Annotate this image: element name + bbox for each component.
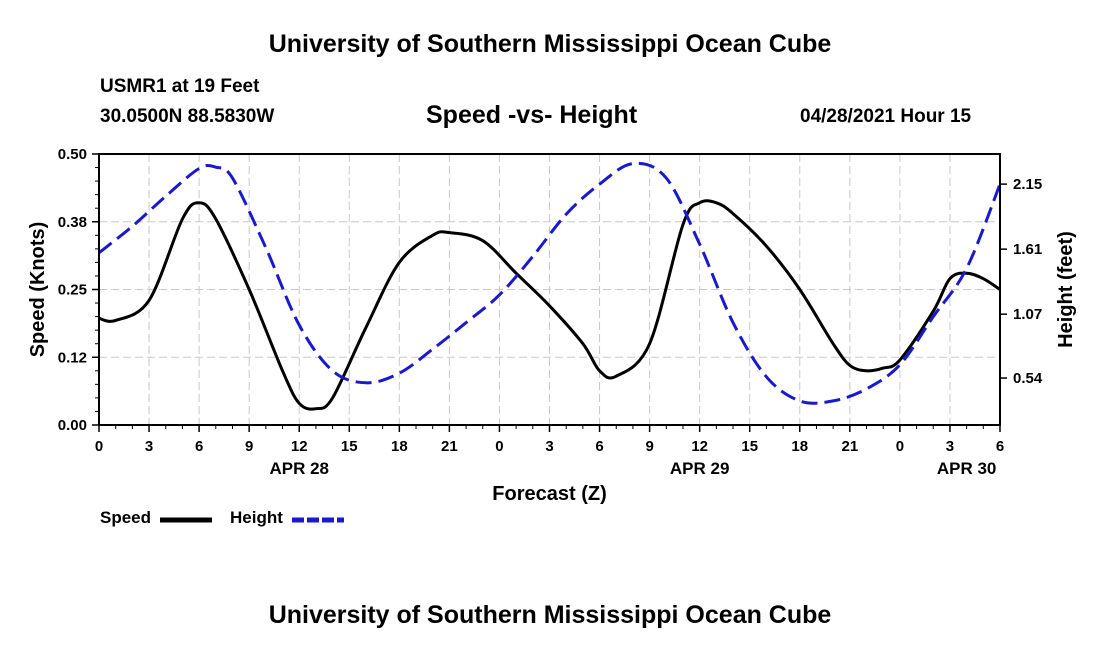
- x-tick-label: 15: [741, 438, 758, 455]
- y-axis-title: Speed (Knots): [27, 222, 49, 358]
- x-tick-label: 3: [946, 438, 954, 455]
- x-tick-label: 12: [691, 438, 708, 455]
- legend-height-label: Height: [230, 508, 283, 527]
- axes: 0 3 6 9 12 15 18 21 0 3 6 9 12 15 18 21 0 3 6 0.00 0.12 0.25 0…: [27, 146, 1077, 505]
- y2-tick-label: 1.61: [1013, 241, 1042, 258]
- y-tick-label: 0.38: [58, 214, 87, 231]
- legend-speed-swatch: [160, 517, 212, 523]
- x-tick-label: 0: [896, 438, 904, 455]
- x-tick-label: 3: [545, 438, 553, 455]
- x-tick-label: 18: [391, 438, 408, 455]
- top-title: University of Southern Mississippi Ocean…: [268, 30, 832, 58]
- y-tick-label: 0.50: [58, 146, 87, 163]
- y-tick-label: 0.00: [58, 417, 87, 434]
- coordinates-label: 30.0500N 88.5830W: [100, 106, 275, 127]
- x-tick-label: 21: [841, 438, 858, 455]
- x-tick-label: 6: [195, 438, 203, 455]
- date-label: APR 28: [269, 459, 329, 478]
- y-tick-label: 0.12: [58, 349, 87, 366]
- legend-speed-label: Speed: [100, 508, 152, 527]
- x-tick-label: 18: [791, 438, 808, 455]
- y2-tick-label: 1.07: [1013, 306, 1042, 323]
- x-tick-label: 3: [145, 438, 153, 455]
- y2-tick-label: 2.15: [1013, 176, 1042, 193]
- date-label: APR 29: [670, 459, 730, 478]
- speed-series-line: [99, 199, 1000, 411]
- x-tick-label: 6: [595, 438, 603, 455]
- x-tick-label: 0: [95, 438, 103, 455]
- datetime-label: 04/28/2021 Hour 15: [800, 106, 972, 127]
- station-label: USMR1 at 19 Feet: [100, 76, 260, 97]
- y2-tick-label: 0.54: [1013, 370, 1043, 387]
- x-tick-label: 9: [245, 438, 253, 455]
- height-series-line: [99, 161, 1000, 405]
- x-tick-label: 6: [996, 438, 1004, 455]
- x-tick-label: 21: [441, 438, 458, 455]
- date-label: APR 30: [937, 459, 997, 478]
- x-axis-title: Forecast (Z): [492, 483, 606, 505]
- speed-height-chart: 0 3 6 9 12 15 18 21 0 3 6 9 12 15 18 21 0 3 6 0.00 0.12 0.25 0…: [27, 146, 1077, 505]
- chart-title: Speed -vs- Height: [426, 101, 638, 129]
- legend-height-swatch: [292, 517, 344, 523]
- x-tick-label: 12: [291, 438, 308, 455]
- x-tick-label: 15: [341, 438, 358, 455]
- x-tick-label: 9: [645, 438, 653, 455]
- x-tick-label: 0: [495, 438, 503, 455]
- series-lines: [99, 161, 1000, 411]
- grid: [98, 153, 1001, 426]
- y2-axis-title: Height (feet): [1055, 231, 1077, 348]
- bottom-title: University of Southern Mississippi Ocean…: [268, 601, 832, 629]
- y-tick-label: 0.25: [58, 282, 87, 299]
